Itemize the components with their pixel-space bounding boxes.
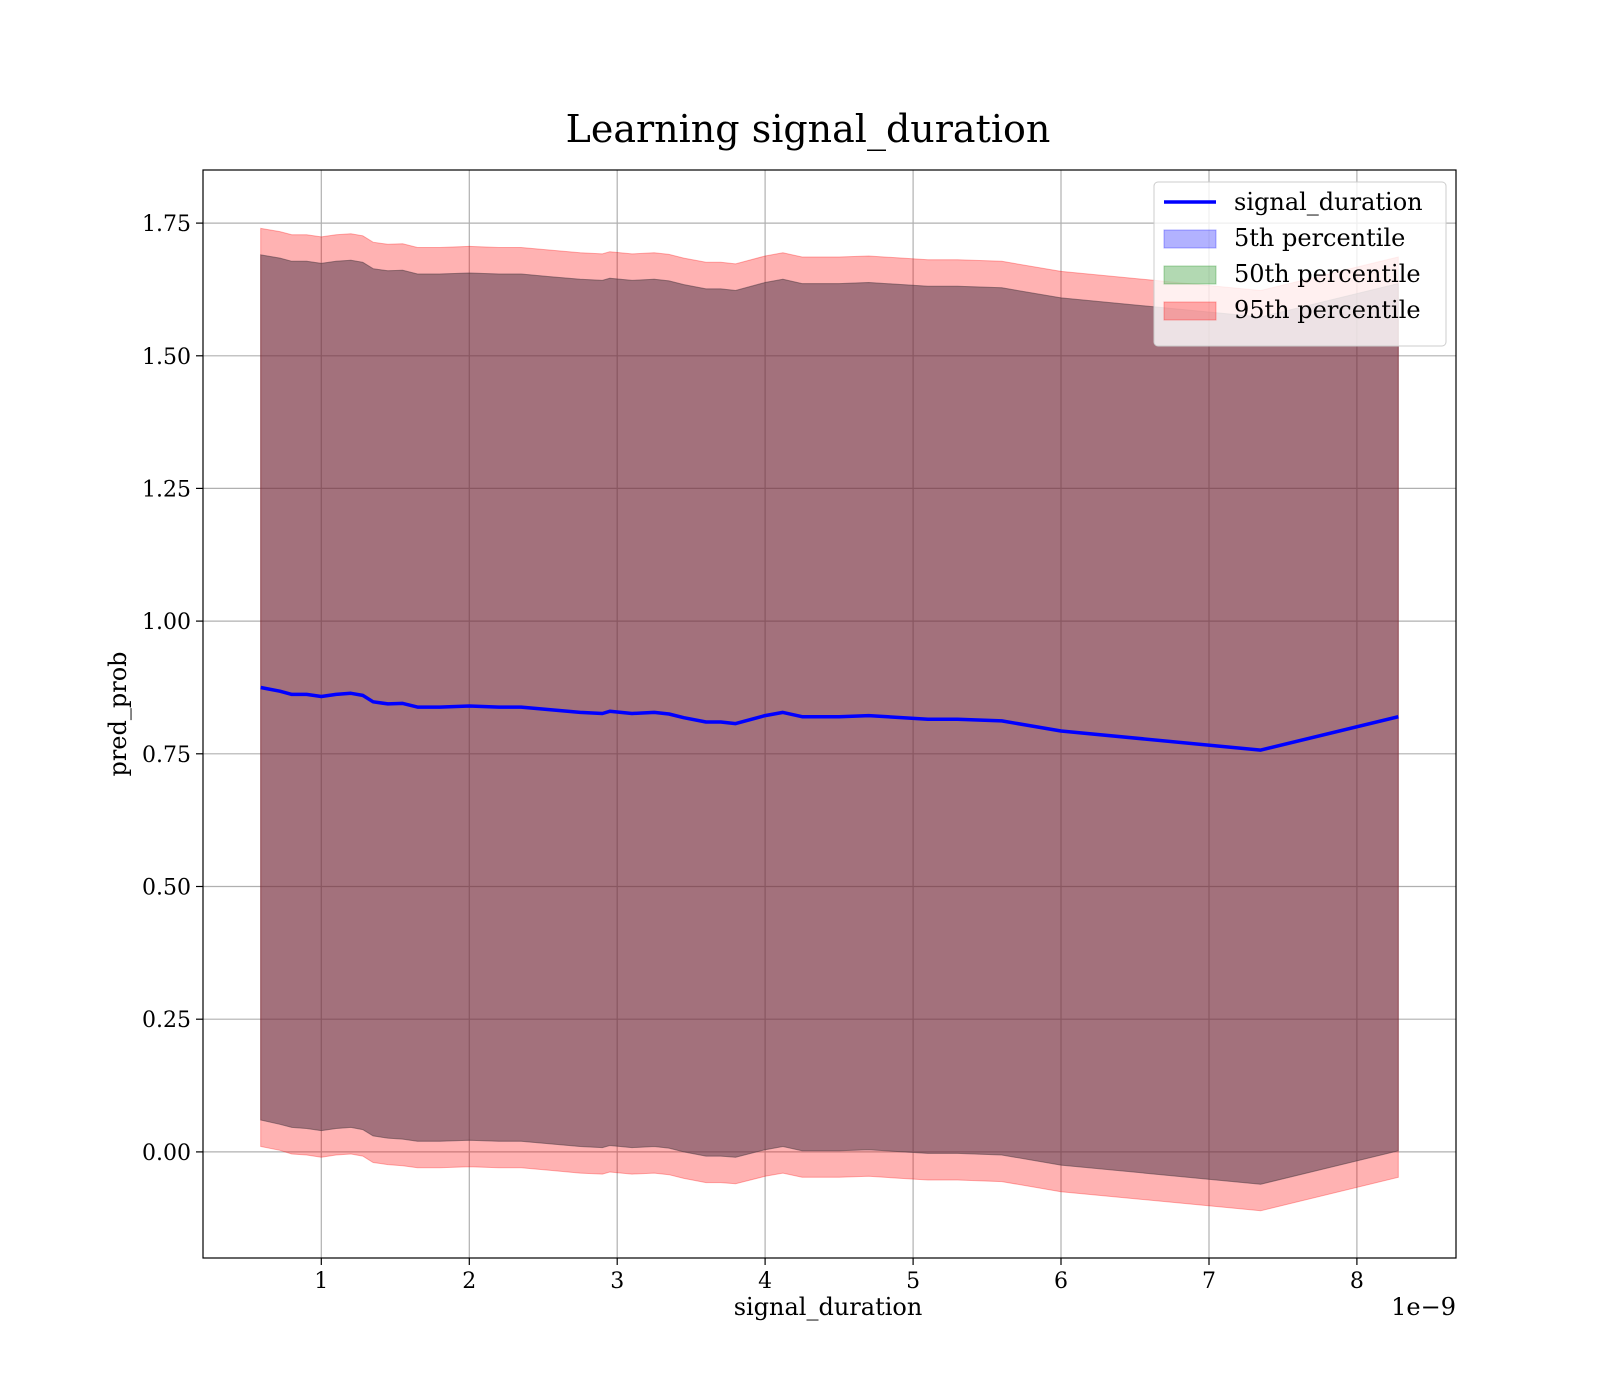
y-tick-label: 1.00 [142, 610, 191, 635]
x-tick-label: 1 [314, 1269, 328, 1294]
legend-swatch [1163, 301, 1217, 321]
x-axis-label: signal_duration [734, 1293, 923, 1321]
legend-label: 95th percentile [1234, 296, 1421, 324]
y-tick-label: 0.00 [142, 1141, 191, 1166]
x-tick-label: 3 [610, 1269, 624, 1294]
grid [203, 170, 1456, 1258]
legend-swatch [1163, 229, 1217, 249]
x-tick-label: 2 [462, 1269, 476, 1294]
x-tick-label: 4 [758, 1269, 772, 1294]
x-tick-label: 8 [1350, 1269, 1364, 1294]
series-lines [260, 685, 1399, 752]
band-50th-percentile [260, 254, 1399, 1185]
chart-title: Learning signal_duration [566, 107, 1051, 152]
y-tick-label: 0.25 [142, 1008, 191, 1033]
x-tick-label: 7 [1202, 1269, 1216, 1294]
band-5th-percentile [260, 254, 1399, 1185]
y-tick-label: 0.50 [142, 876, 191, 901]
legend-label: signal_duration [1234, 188, 1423, 216]
plot-frame [202, 169, 1457, 1259]
y-axis-label: pred_prob [104, 651, 132, 776]
legend-swatch [1163, 265, 1217, 285]
legend: signal_duration 5th percentile 50th percen… [1153, 181, 1447, 347]
legend-box [1153, 181, 1447, 347]
y-tick-label: 0.75 [142, 743, 191, 768]
x-tick-label: 5 [906, 1269, 920, 1294]
y-axis-ticks: 0.00 0.25 0.50 0.75 1.00 1.25 1.50 1.75 [142, 212, 203, 1166]
legend-label: 5th percentile [1234, 224, 1405, 252]
y-tick-label: 1.25 [142, 477, 191, 502]
line-signal-duration [260, 685, 1399, 752]
band-95th-percentile [260, 227, 1399, 1212]
x-axis-ticks: 1 2 3 4 5 6 7 8 [314, 1258, 1364, 1294]
x-tick-label: 6 [1054, 1269, 1068, 1294]
y-tick-label: 1.50 [142, 345, 191, 370]
legend-label: 50th percentile [1234, 260, 1421, 288]
y-tick-label: 1.75 [142, 212, 191, 237]
x-axis-offset-label: 1e−9 [1391, 1293, 1456, 1321]
percentile-bands [260, 227, 1399, 1212]
